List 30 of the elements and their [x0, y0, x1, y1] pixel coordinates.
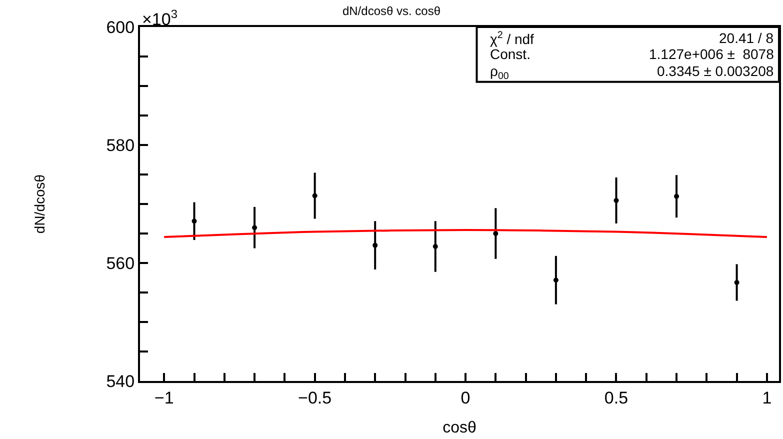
annotation: 20.41 / 8 [719, 30, 774, 46]
point [252, 225, 258, 230]
annotation: χ$^{2}$ / ndf [490, 30, 534, 47]
annotation: ×10$^{3}$ [142, 7, 178, 30]
point [614, 198, 619, 203]
point [674, 194, 680, 199]
point [553, 278, 558, 283]
x-tick-label: −0.5 [298, 388, 332, 408]
point [312, 193, 318, 198]
y-tick-label: 560 [106, 254, 135, 273]
point [493, 231, 498, 236]
x-tick-label: 0.5 [604, 388, 628, 408]
x-tick-label: 0 [460, 388, 470, 408]
annotation: 1.127e+006 ± 8078 [649, 46, 774, 62]
y-axis-title: dN/dcosθ [31, 174, 48, 234]
y-tick-label: 580 [106, 136, 135, 155]
point [432, 244, 438, 249]
y-tick-label: 600 [106, 18, 135, 37]
annotation: Const. [490, 46, 530, 62]
annotation: ρ$_{00}$ [490, 63, 510, 82]
point [192, 218, 197, 224]
x-axis-title: cosθ [442, 420, 476, 437]
point [734, 280, 740, 285]
line-series [163, 228, 768, 238]
annotation: 0.3345 ± 0.003208 [657, 63, 774, 79]
x-tick-label: 1 [762, 388, 772, 408]
x-tick-label: −1 [154, 388, 174, 408]
y-tick-label: 540 [106, 372, 135, 391]
chart-title: dN/dcosθ vs. cosθ [342, 4, 441, 18]
point [372, 242, 378, 248]
